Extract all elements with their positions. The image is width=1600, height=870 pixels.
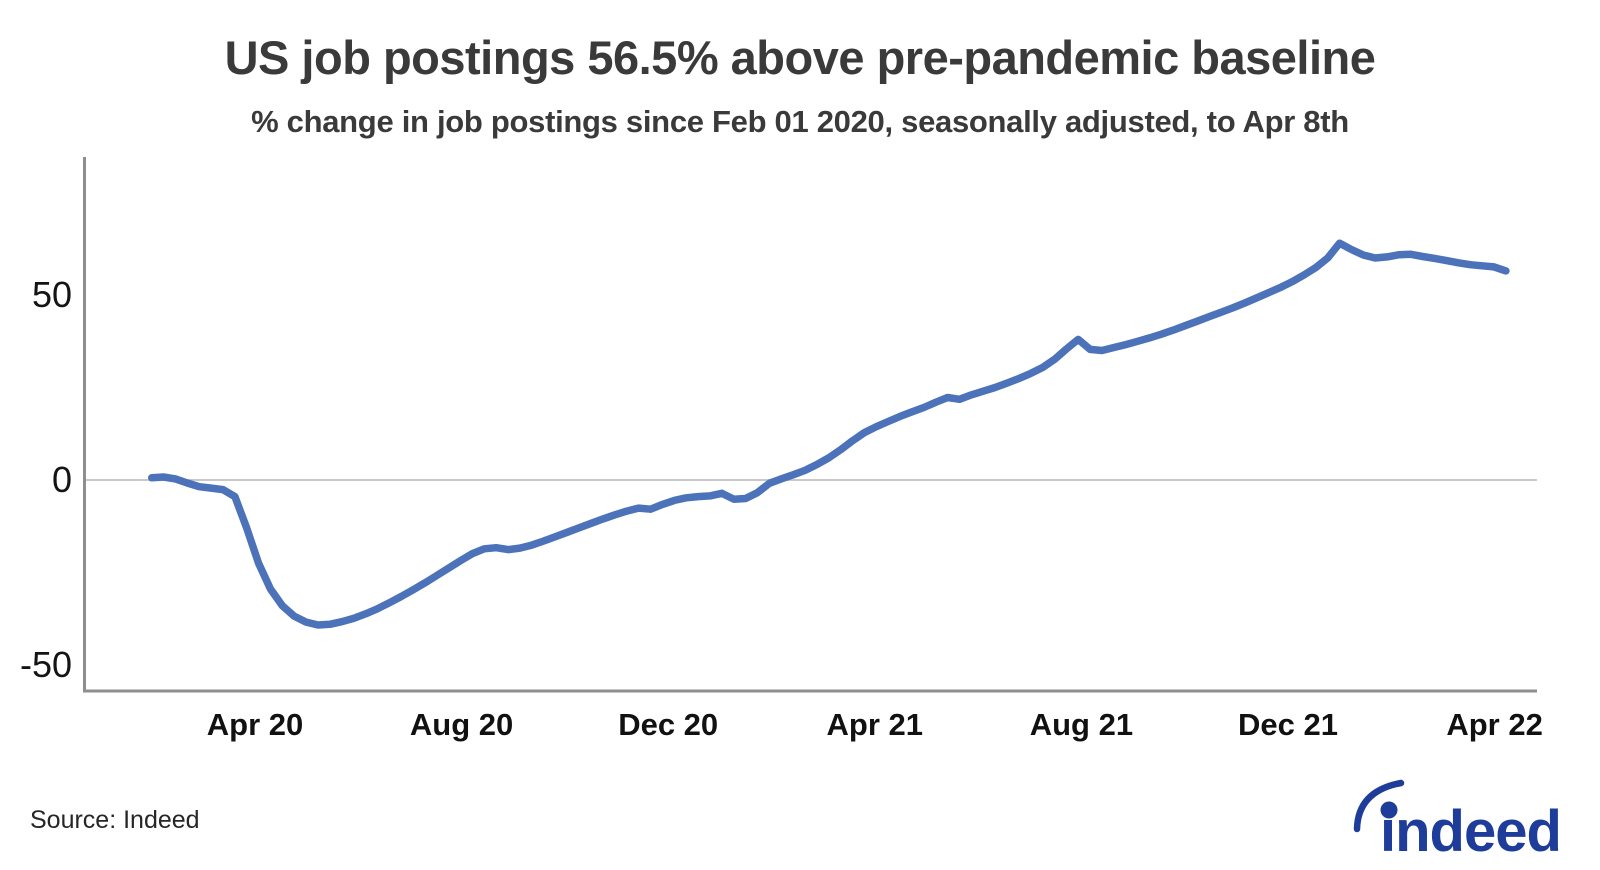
indeed-logo-i-dot bbox=[1380, 801, 1398, 819]
job-postings-line bbox=[147, 239, 1510, 629]
x-axis-tick-label: Aug 21 bbox=[1029, 707, 1134, 742]
x-axis-tick-label: Apr 20 bbox=[206, 707, 304, 742]
chart-subtitle: % change in job postings since Feb 01 20… bbox=[251, 104, 1349, 139]
y-axis-tick-label: -50 bbox=[19, 644, 72, 685]
y-axis-tick-label: 50 bbox=[31, 274, 72, 315]
indeed-logo-text: indeed bbox=[1380, 799, 1561, 864]
x-axis-tick-label: Aug 20 bbox=[409, 707, 514, 742]
x-axis-tick-label: Apr 22 bbox=[1446, 707, 1543, 742]
chart-title: US job postings 56.5% above pre-pandemic… bbox=[224, 31, 1376, 84]
x-axis-tick-label: Dec 21 bbox=[1238, 707, 1338, 742]
x-axis-tick-label: Dec 20 bbox=[618, 707, 719, 742]
x-axis-tick-label: Apr 21 bbox=[826, 707, 924, 742]
source-label: Source: Indeed bbox=[30, 806, 200, 834]
indeed-logo-swoosh-icon bbox=[1353, 779, 1405, 833]
y-axis-tick-label: 0 bbox=[51, 459, 72, 500]
indeed-logo: indeed bbox=[1353, 779, 1562, 864]
